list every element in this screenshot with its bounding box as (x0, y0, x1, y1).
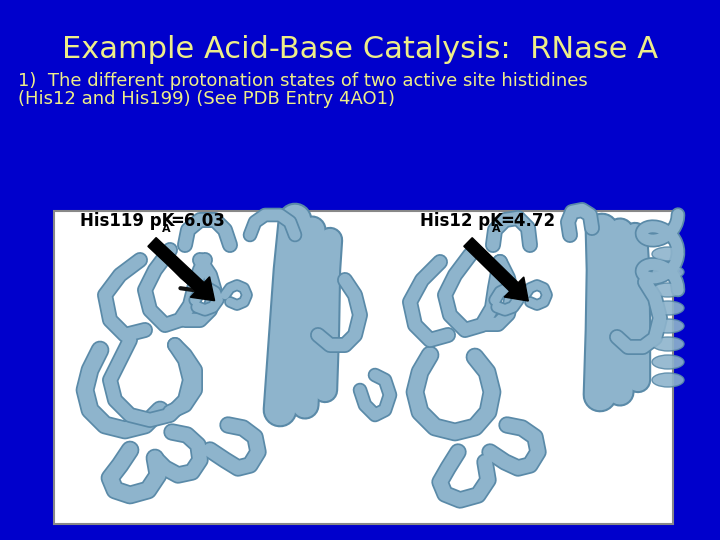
Ellipse shape (652, 319, 684, 333)
FancyArrow shape (148, 238, 215, 301)
Ellipse shape (652, 355, 684, 369)
Text: His12 pK: His12 pK (420, 212, 503, 230)
Text: =4.72: =4.72 (500, 212, 555, 230)
Text: A: A (492, 224, 500, 234)
Bar (54, 211, 673, 524)
Ellipse shape (652, 265, 684, 279)
Text: (His12 and His199) (See PDB Entry 4AO1): (His12 and His199) (See PDB Entry 4AO1) (18, 90, 395, 108)
Text: 1)  The different protonation states of two active site histidines: 1) The different protonation states of t… (18, 72, 588, 90)
Text: His119 pK: His119 pK (80, 212, 174, 230)
Ellipse shape (652, 301, 684, 315)
Ellipse shape (652, 283, 684, 297)
Ellipse shape (652, 247, 684, 261)
FancyArrow shape (464, 238, 528, 301)
Text: A: A (162, 224, 171, 234)
Text: =6.03: =6.03 (170, 212, 225, 230)
Ellipse shape (652, 337, 684, 351)
Ellipse shape (652, 373, 684, 387)
Text: Example Acid-Base Catalysis:  RNase A: Example Acid-Base Catalysis: RNase A (62, 35, 658, 64)
